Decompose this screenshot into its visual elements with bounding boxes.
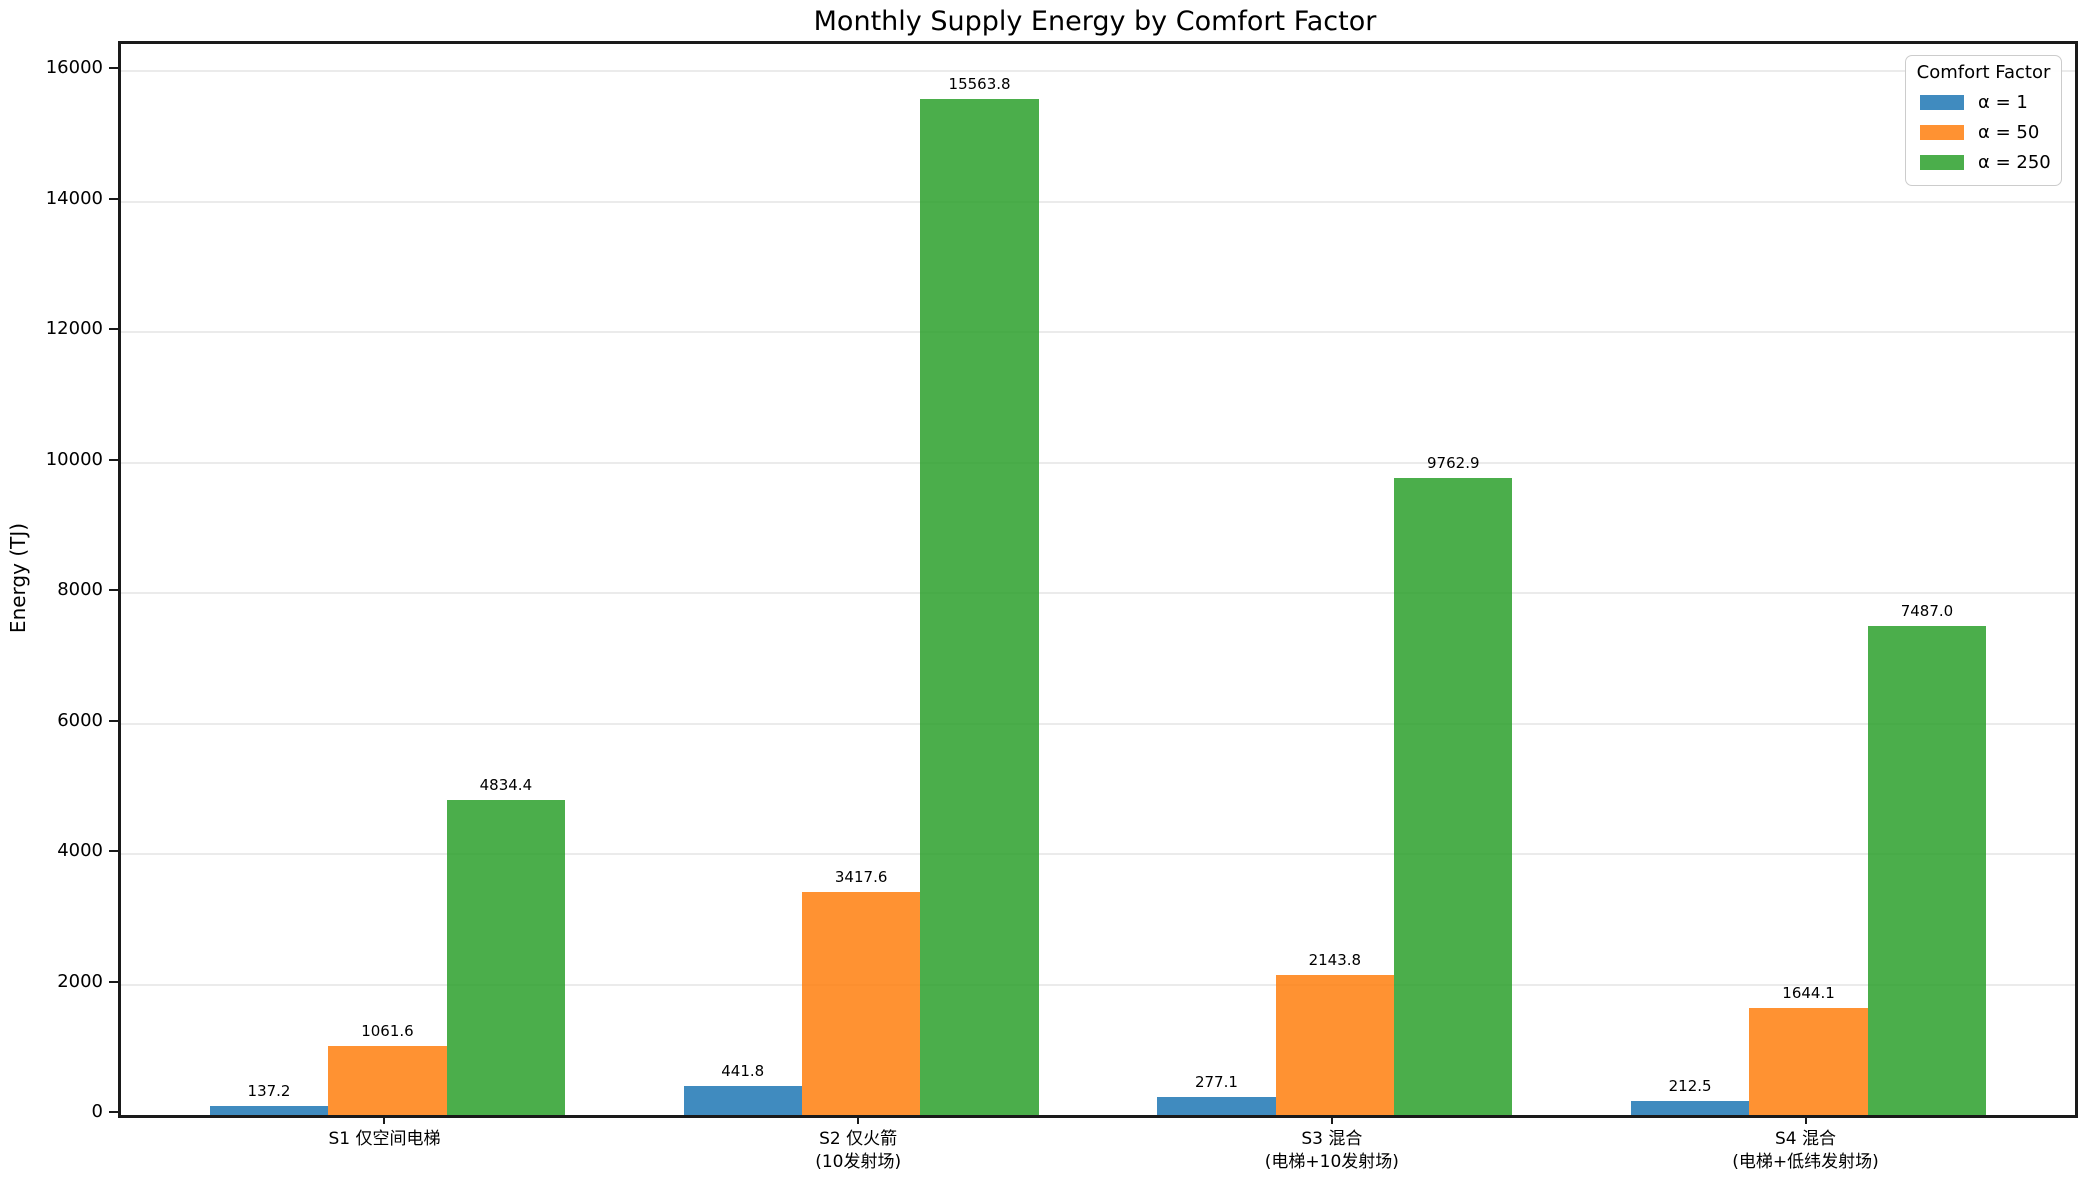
gridline-y6000 — [121, 722, 2075, 725]
bar-value-label: 9762.9 — [1427, 453, 1480, 472]
legend-label: α = 1 — [1978, 91, 2028, 113]
bar-α=1-cat4 — [1630, 1101, 1750, 1115]
y-tick-label: 12000 — [45, 318, 103, 339]
bar-value-label: 2143.8 — [1308, 951, 1362, 970]
bar-value-label: 277.1 — [1194, 1072, 1238, 1091]
bar-α=50-cat4 — [1749, 1007, 1868, 1115]
bar-value-label: 1644.1 — [1782, 983, 1835, 1002]
gridline-y2000 — [121, 983, 2075, 986]
x-tick-label-cat2: S2 仅火箭 (10发射场) — [815, 1129, 902, 1172]
legend-title: Comfort Factor — [1916, 62, 2051, 83]
y-tick-mark — [109, 980, 118, 983]
bar-α=1-cat3 — [1157, 1096, 1276, 1115]
y-tick-mark — [109, 328, 118, 330]
bar-α=1-cat2 — [683, 1086, 802, 1115]
y-tick-label: 6000 — [57, 709, 103, 731]
gridline-y16000 — [121, 70, 2075, 72]
legend-swatch-icon — [1920, 154, 1964, 170]
legend-entry-2: α = 50 — [1916, 117, 2051, 147]
legend-label: α = 50 — [1978, 121, 2040, 143]
x-tick-mark — [383, 1115, 386, 1124]
bar-α=250-cat4 — [1867, 626, 1987, 1115]
y-tick-label: 14000 — [45, 187, 103, 209]
bar-α=50-cat1 — [328, 1045, 447, 1115]
legend-entry-1: α = 1 — [1916, 87, 2051, 117]
gridline-y4000 — [121, 853, 2075, 855]
plot-area: 137.2 441.8 277.1 212.5 1061.6 3417.6 2143.8 16… — [118, 41, 2078, 1118]
bar-α=250-cat2 — [920, 99, 1039, 1115]
bar-α=50-cat2 — [801, 892, 921, 1115]
gridline-y12000 — [121, 331, 2075, 333]
legend-swatch-icon — [1920, 94, 1964, 110]
legend-entry-3: α = 250 — [1916, 147, 2051, 177]
x-tick-mark — [1330, 1115, 1333, 1124]
y-tick-label: 4000 — [57, 840, 103, 861]
y-tick-label: 10000 — [45, 448, 103, 470]
legend-swatch-icon — [1920, 124, 1964, 140]
legend-entries: α = 1 α = 50 α = 250 — [1916, 87, 2051, 177]
gridline-y14000 — [121, 200, 2075, 203]
y-tick-mark — [109, 458, 118, 461]
y-tick-label: 0 — [91, 1101, 103, 1122]
y-tick-label: 2000 — [57, 970, 103, 992]
gridline-y10000 — [121, 461, 2075, 464]
y-tick-label: 16000 — [45, 57, 103, 78]
y-tick-mark — [109, 589, 118, 591]
bar-value-label: 7487.0 — [1900, 602, 1954, 621]
bar-α=250-cat3 — [1394, 477, 1513, 1115]
y-tick-label: 8000 — [57, 579, 103, 600]
bar-value-label: 15563.8 — [948, 75, 1011, 94]
y-tick-mark — [109, 850, 118, 852]
x-tick-label-cat4: S4 混合 (电梯+低纬发射场) — [1732, 1129, 1879, 1172]
y-tick-mark — [109, 719, 118, 722]
bar-value-label: 3417.6 — [834, 868, 888, 886]
bar-value-label: 441.8 — [721, 1062, 765, 1081]
x-tick-label-cat1: S1 仅空间电梯 — [328, 1129, 441, 1149]
y-tick-mark — [109, 67, 118, 69]
chart-title: Monthly Supply Energy by Comfort Factor — [813, 6, 1377, 37]
y-tick-mark — [109, 197, 118, 200]
bar-value-label: 212.5 — [1668, 1077, 1712, 1096]
bar-α=1-cat1 — [209, 1106, 329, 1115]
bar-α=250-cat1 — [446, 799, 566, 1115]
x-tick-mark — [1804, 1115, 1807, 1124]
legend-label: α = 250 — [1978, 151, 2051, 173]
gridline-y8000 — [121, 592, 2075, 594]
y-tick-mark — [109, 1111, 118, 1113]
legend: Comfort Factor α = 1 α = 50 α = 250 — [1905, 55, 2062, 186]
bar-value-label: 1061.6 — [361, 1021, 414, 1040]
x-tick-label-cat3: S3 混合 (电梯+10发射场) — [1264, 1129, 1399, 1172]
x-tick-mark — [857, 1115, 860, 1124]
bar-α=50-cat3 — [1275, 975, 1395, 1115]
bar-value-label: 137.2 — [247, 1082, 291, 1101]
bar-value-label: 4834.4 — [479, 775, 533, 794]
y-axis-label: Energy (TJ) — [6, 522, 30, 634]
